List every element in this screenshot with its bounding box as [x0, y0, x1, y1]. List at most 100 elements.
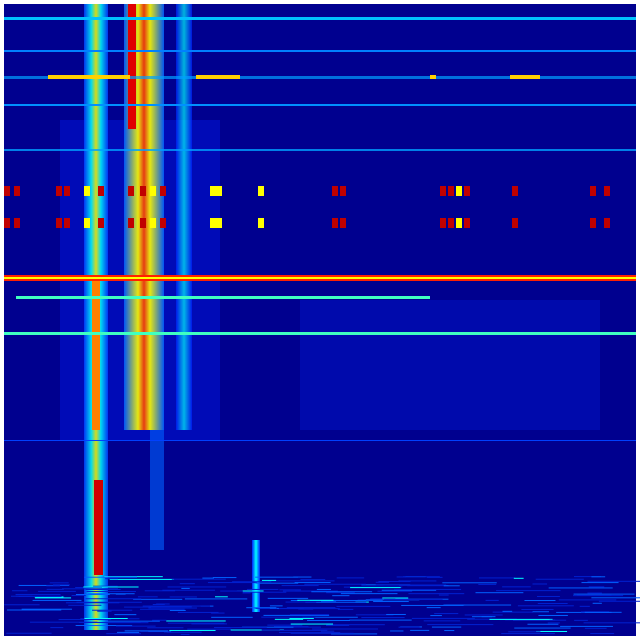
noise-line — [65, 602, 120, 604]
vertical-stripe-core — [128, 4, 136, 129]
noise-line — [267, 624, 303, 626]
noise-line — [502, 586, 531, 588]
noise-line — [211, 612, 225, 614]
noise-line — [212, 577, 237, 579]
noise-line — [538, 614, 568, 616]
burst-mark — [4, 218, 10, 228]
noise-line — [279, 629, 328, 631]
noise-line — [382, 597, 409, 599]
noise-line — [71, 595, 86, 597]
noise-line — [162, 589, 216, 591]
noise-line — [220, 590, 243, 592]
noise-line — [481, 616, 496, 618]
noise-line — [410, 629, 430, 631]
noise-line — [300, 579, 326, 581]
noise-line — [6, 632, 52, 634]
noise-line — [277, 608, 340, 610]
burst-mark — [98, 218, 104, 228]
noise-line — [489, 618, 553, 620]
noise-line — [384, 598, 443, 600]
noise-line — [386, 613, 406, 615]
noise-line — [106, 620, 160, 622]
burst-mark — [98, 186, 104, 196]
noise-line — [207, 582, 258, 584]
noise-line — [106, 633, 141, 635]
horizontal-line — [4, 332, 636, 335]
burst-mark — [84, 186, 90, 196]
burst-mark — [590, 186, 596, 196]
noise-line — [361, 617, 405, 619]
noise-line — [591, 576, 606, 578]
noise-line — [524, 600, 556, 602]
noise-line — [549, 619, 567, 621]
noise-line — [38, 590, 76, 592]
noise-line — [156, 603, 170, 605]
noise-line — [241, 626, 294, 628]
noise-line — [61, 588, 118, 590]
burst-mark — [258, 186, 264, 196]
noise-line — [279, 632, 341, 634]
noise-line — [282, 590, 338, 592]
horizontal-line-peak-core — [4, 277, 636, 279]
burst-mark — [440, 186, 446, 196]
noise-line — [10, 595, 61, 597]
noise-line — [274, 618, 304, 620]
burst-mark — [430, 75, 436, 79]
noise-line — [85, 598, 142, 600]
noise-line — [137, 596, 158, 598]
noise-line — [109, 578, 175, 580]
vertical-stripe-core — [92, 280, 100, 430]
noise-line — [289, 618, 314, 620]
noise-line — [46, 588, 64, 590]
noise-line — [169, 629, 216, 631]
noise-line — [279, 589, 301, 591]
noise-line — [427, 624, 494, 626]
noise-line — [75, 594, 110, 596]
noise-line — [502, 610, 513, 612]
noise-line — [124, 630, 169, 632]
noise-line — [350, 587, 401, 589]
burst-marks — [4, 75, 610, 228]
noise-line — [393, 588, 462, 590]
noise-line — [268, 580, 335, 582]
noise-line — [573, 576, 601, 578]
vertical-stripe — [150, 430, 164, 550]
noise-line — [331, 633, 378, 635]
noise-line — [263, 614, 330, 616]
noise-line — [76, 601, 142, 603]
noise-line — [75, 625, 133, 627]
noise-line — [442, 582, 497, 584]
noise-line — [187, 628, 232, 630]
noise-line — [444, 630, 455, 632]
noise-line — [191, 623, 228, 625]
noise-line — [148, 607, 197, 609]
burst-mark — [64, 218, 70, 228]
noise-line — [286, 607, 336, 609]
noise-line — [588, 586, 605, 588]
noise-line — [584, 611, 622, 613]
noise-line — [598, 600, 640, 602]
vertical-stripe — [252, 540, 260, 612]
noise-line — [445, 604, 512, 606]
noise-line — [169, 609, 186, 611]
noise-line — [573, 595, 624, 597]
burst-mark — [48, 75, 130, 79]
noise-line — [431, 626, 462, 628]
noise-line — [46, 585, 61, 587]
burst-mark — [140, 218, 146, 228]
noise-line — [401, 604, 464, 606]
noise-line — [142, 605, 210, 607]
noise-line — [29, 621, 98, 623]
burst-mark — [604, 186, 610, 196]
noise-line — [202, 577, 214, 579]
noise-line — [513, 577, 524, 579]
burst-mark — [150, 218, 156, 228]
burst-mark — [590, 218, 596, 228]
noise-line — [21, 608, 72, 610]
noise-line — [527, 623, 559, 625]
burst-mark — [604, 218, 610, 228]
burst-mark — [440, 218, 446, 228]
horizontal-line — [16, 296, 430, 299]
noise-line — [92, 609, 133, 611]
noise-line — [7, 609, 62, 611]
